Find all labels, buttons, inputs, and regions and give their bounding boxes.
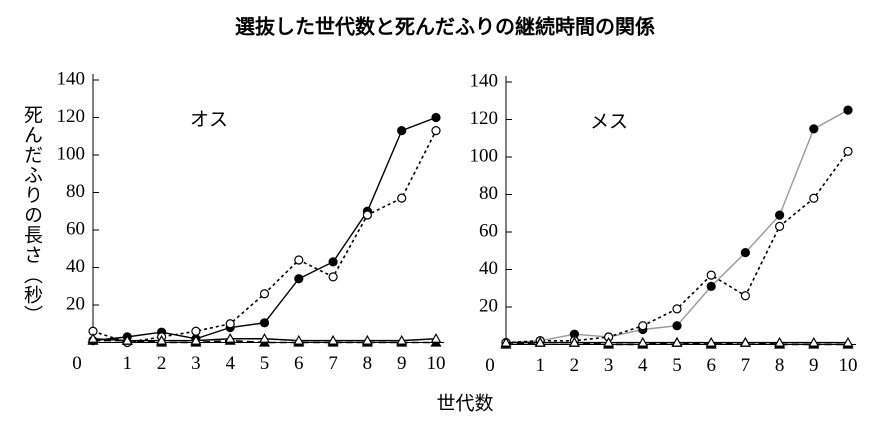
x-tick-label: 3 <box>604 355 614 376</box>
y-tick-label: 20 <box>479 295 498 316</box>
x-tick-label: 3 <box>191 353 201 374</box>
point <box>362 210 372 220</box>
point <box>397 193 407 203</box>
point <box>808 336 820 347</box>
y-tick-label: 40 <box>66 256 85 277</box>
point <box>397 126 407 136</box>
point <box>191 326 201 336</box>
point <box>87 333 99 343</box>
y-tick-label: 80 <box>479 183 498 204</box>
point <box>258 333 271 343</box>
x-tick-label: 7 <box>741 355 751 376</box>
point <box>843 146 853 156</box>
point <box>396 334 408 345</box>
point <box>430 333 442 343</box>
point <box>225 319 235 329</box>
y-tick-label: 80 <box>66 181 85 202</box>
point <box>774 210 785 220</box>
point <box>294 255 304 265</box>
point <box>259 289 270 299</box>
point <box>328 257 338 267</box>
x-tick-label: 6 <box>294 353 304 374</box>
y-label: 死んだふりの長さ（秒） <box>21 105 43 325</box>
point <box>603 336 615 347</box>
y-tick-label: 60 <box>66 218 85 239</box>
point <box>328 272 338 282</box>
x-tick-label: 5 <box>260 353 270 374</box>
point <box>568 336 580 347</box>
y-tick-label: 20 <box>66 293 85 314</box>
series-line <box>92 130 437 344</box>
point <box>842 336 854 347</box>
point <box>637 336 649 347</box>
x-tick-label: 9 <box>397 353 407 374</box>
point <box>705 336 717 347</box>
x-tick-label: 6 <box>706 355 716 376</box>
y-tick-label: 120 <box>57 106 86 127</box>
point <box>224 333 236 343</box>
point <box>671 336 683 347</box>
x-tick-label: 4 <box>225 353 235 374</box>
point <box>431 112 441 123</box>
point <box>534 336 546 347</box>
x-tick-label: 9 <box>809 355 819 376</box>
x-tick-label: 5 <box>672 355 682 376</box>
point <box>259 318 270 328</box>
point <box>190 334 202 345</box>
point <box>294 274 304 284</box>
point <box>293 334 305 345</box>
point <box>121 334 133 345</box>
point <box>809 124 819 134</box>
point <box>843 105 853 115</box>
point <box>706 281 716 291</box>
point <box>431 126 441 136</box>
y-tick-label: 40 <box>479 258 498 279</box>
point <box>500 336 512 347</box>
point <box>809 193 819 203</box>
y-tick-label: 60 <box>479 220 498 241</box>
point <box>706 270 716 280</box>
point <box>638 321 648 331</box>
x-tick-label: 10 <box>839 355 858 376</box>
point <box>156 334 168 345</box>
x-tick-label: 8 <box>775 355 785 376</box>
x-tick-label: 10 <box>427 353 446 374</box>
title: 選抜した世代数と死んだふりの継続時間の関係 <box>235 15 655 39</box>
x-tick-label: 1 <box>123 353 133 374</box>
point <box>774 336 786 347</box>
x-label: 世代数 <box>436 393 493 415</box>
x-tick-label: 2 <box>570 355 580 376</box>
x-tick-label: 0 <box>72 353 82 374</box>
panel-label: メス <box>590 111 628 133</box>
point <box>672 321 682 331</box>
point <box>361 334 373 345</box>
y-tick-label: 100 <box>57 143 86 164</box>
point <box>740 291 751 301</box>
panel-label: オス <box>190 109 228 131</box>
point <box>774 221 785 231</box>
point <box>672 304 682 314</box>
point <box>327 334 339 345</box>
x-tick-label: 4 <box>638 355 648 376</box>
series-line <box>505 150 849 344</box>
y-tick-label: 140 <box>57 68 86 89</box>
x-tick-label: 7 <box>328 353 338 374</box>
x-tick-label: 2 <box>157 353 167 374</box>
x-tick-label: 8 <box>363 353 373 374</box>
x-tick-label: 1 <box>535 355 545 376</box>
series-line <box>92 116 437 342</box>
y-tick-label: 120 <box>470 108 499 129</box>
x-tick-label: 0 <box>485 355 495 376</box>
y-tick-label: 140 <box>470 70 499 91</box>
y-tick-label: 100 <box>470 145 499 166</box>
point <box>739 336 751 347</box>
point <box>740 248 751 258</box>
